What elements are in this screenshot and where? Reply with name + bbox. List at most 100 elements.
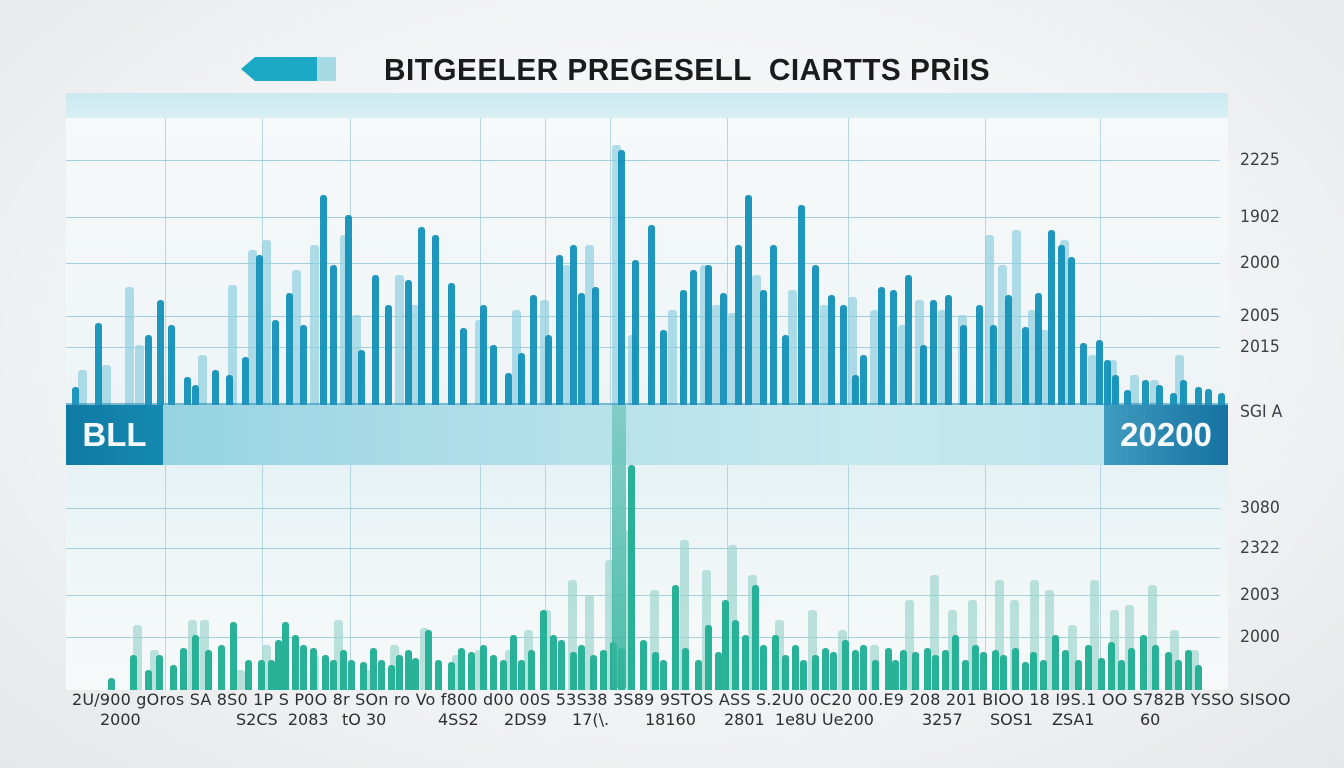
chart-bar <box>125 287 134 405</box>
chart-bar <box>108 678 115 690</box>
chart-bar <box>742 635 749 690</box>
chart-bar <box>157 300 164 405</box>
chart-bar <box>892 660 899 690</box>
chart-bar <box>648 225 655 405</box>
chart-bar <box>145 670 152 690</box>
grid-line-vertical <box>727 118 728 405</box>
chart-bar <box>705 265 712 405</box>
chart-bar <box>952 635 959 690</box>
chart-bar <box>812 655 819 690</box>
chart-bar <box>1040 330 1049 405</box>
chart-bar <box>592 287 599 405</box>
chart-bar <box>248 250 257 405</box>
lower-chart-panel <box>66 465 1228 690</box>
chart-bar <box>680 540 689 690</box>
chart-bar <box>352 315 361 405</box>
chart-bar <box>905 600 914 690</box>
grid-line-vertical <box>727 465 728 690</box>
chart-bar <box>1000 655 1007 690</box>
chart-bar <box>930 575 939 690</box>
chart-bar <box>360 662 367 690</box>
chart-bar <box>690 270 697 405</box>
title-arrow-icon <box>241 57 336 81</box>
chart-bar <box>1080 343 1087 405</box>
chart-bar <box>133 625 142 690</box>
chart-bar <box>410 305 419 405</box>
chart-bar <box>1012 230 1021 405</box>
chart-bar <box>170 665 177 690</box>
chart-bar <box>695 660 702 690</box>
chart-bar <box>712 305 721 405</box>
chart-bar <box>980 652 987 690</box>
chart-bar <box>985 235 994 405</box>
chart-bar <box>475 650 484 690</box>
chart-bar <box>192 635 199 690</box>
chart-bar <box>745 195 752 405</box>
chart-bar <box>448 283 455 405</box>
middle-band <box>66 405 1228 465</box>
chart-bar <box>1150 380 1159 405</box>
chart-bar <box>870 310 879 405</box>
chart-bar <box>558 640 565 690</box>
chart-bar <box>1205 389 1212 405</box>
chart-bar <box>78 370 87 405</box>
grid-line-horizontal <box>66 217 1220 218</box>
chart-bar <box>528 650 535 690</box>
chart-bar <box>960 325 967 405</box>
chart-bar <box>1185 650 1192 690</box>
grid-line-vertical <box>480 465 481 690</box>
chart-bar <box>468 652 475 690</box>
chart-bar <box>570 245 577 405</box>
chart-bar <box>1112 375 1119 405</box>
chart-bar <box>752 585 759 690</box>
chart-bar <box>1175 660 1182 690</box>
chart-bar <box>915 300 924 405</box>
chart-bar <box>828 295 835 405</box>
chart-bar <box>512 310 521 405</box>
grid-line-vertical <box>848 465 849 690</box>
chart-bar <box>1152 645 1159 690</box>
chart-bar <box>420 628 429 690</box>
chart-bar <box>720 293 727 405</box>
chart-bar <box>732 620 739 690</box>
chart-bar <box>680 290 687 405</box>
grid-line-vertical <box>350 465 351 690</box>
grid-line-vertical <box>480 118 481 405</box>
chart-bar <box>735 245 742 405</box>
x-tick-label: 17(\. <box>572 710 610 729</box>
chart-bar <box>705 625 712 690</box>
chart-bar <box>405 280 412 405</box>
chart-bar <box>510 635 517 690</box>
chart-bar <box>1180 380 1187 405</box>
chart-bar <box>168 325 175 405</box>
chart-bar <box>652 652 659 690</box>
chart-bar <box>912 652 919 690</box>
chart-bar <box>612 145 621 405</box>
x-tick-label: S2CS 2083 <box>236 710 329 729</box>
chart-bar <box>1030 652 1037 690</box>
chart-bar <box>452 655 461 690</box>
chart-bar <box>145 335 152 405</box>
chart-bar <box>518 660 525 690</box>
chart-bar <box>760 645 767 690</box>
chart-bar <box>1190 650 1199 690</box>
chart-bar <box>192 385 199 405</box>
chart-bar <box>860 355 867 405</box>
chart-bar <box>1118 660 1125 690</box>
chart-bar <box>345 215 352 405</box>
grid-line-vertical <box>985 465 986 690</box>
chart-bar <box>370 648 377 690</box>
chart-bar <box>562 265 571 405</box>
chart-bar <box>998 265 1007 405</box>
chart-bar <box>782 655 789 690</box>
chart-bar <box>930 300 937 405</box>
grid-line-horizontal <box>66 316 1220 317</box>
y-tick-label: 2015 <box>1240 337 1280 357</box>
chart-bar <box>1218 393 1225 405</box>
chart-bar <box>820 305 829 405</box>
chart-bar <box>228 285 237 405</box>
chart-bar <box>728 313 737 405</box>
chart-bar <box>1052 635 1059 690</box>
chart-bar <box>334 620 343 690</box>
chart-bar <box>660 660 667 690</box>
